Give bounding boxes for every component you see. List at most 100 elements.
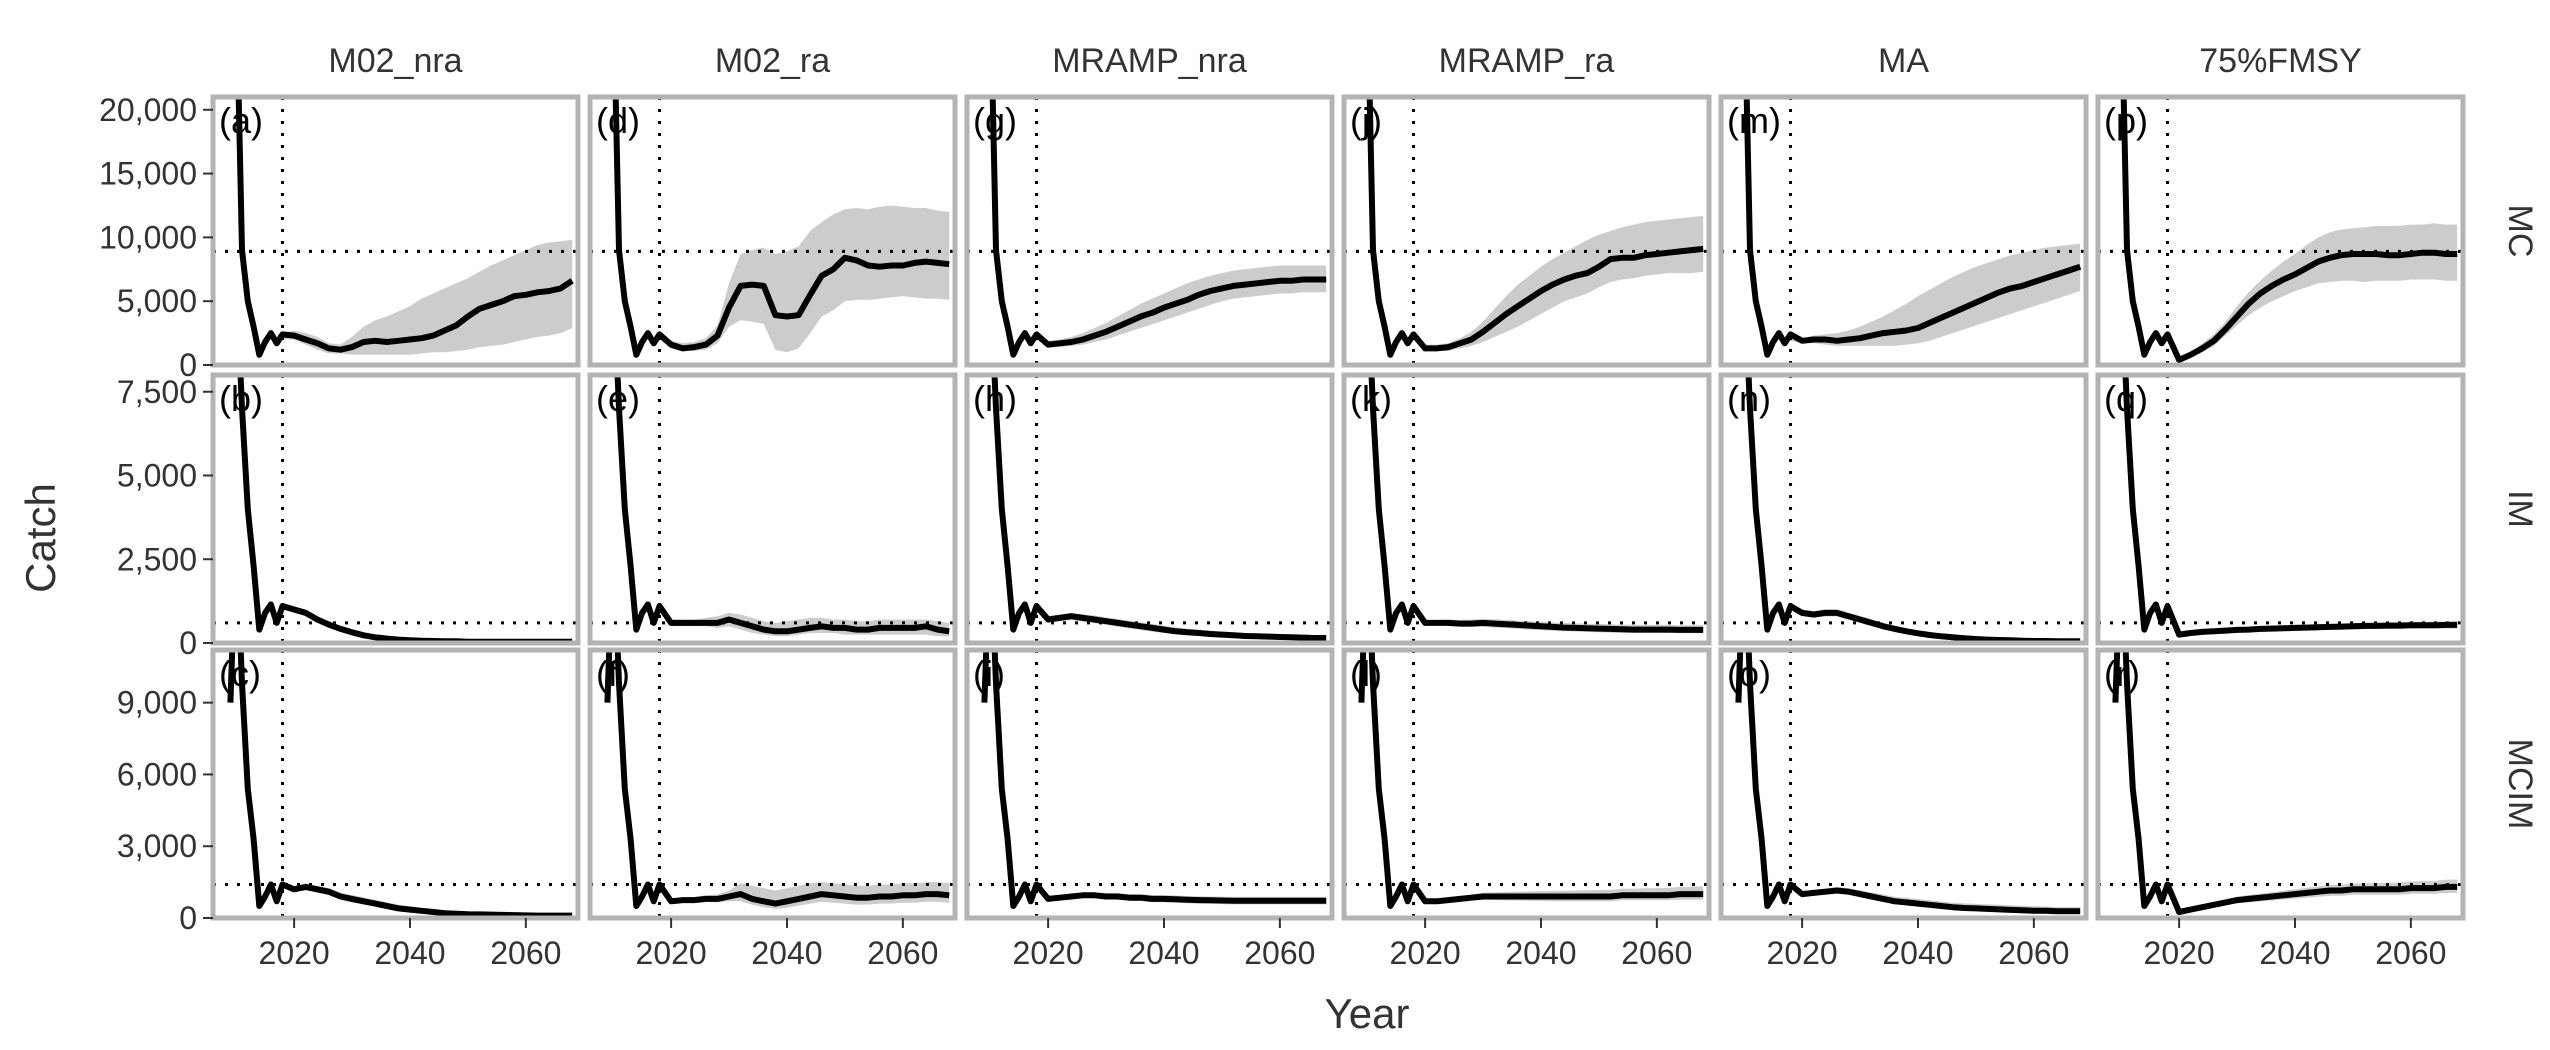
panel-background-e [590, 375, 955, 643]
y-tick-label-im-2: 5,000 [117, 458, 197, 494]
y-tick-label-im-1: 2,500 [117, 541, 197, 577]
median-line-p [2120, 97, 2458, 363]
panel-letter-c: (c) [219, 653, 261, 694]
panel-letter-g: (g) [973, 100, 1017, 141]
row-label-mc: MC [2501, 205, 2539, 258]
x-tick-label-3-2: 2060 [1621, 935, 1692, 971]
panel-letter-i: (i) [973, 653, 1005, 694]
panel-letter-d: (d) [596, 100, 640, 141]
row-label-im: IM [2501, 490, 2539, 528]
panel-letter-k: (k) [1350, 378, 1392, 419]
x-tick-label-4-0: 2020 [1767, 935, 1838, 971]
x-tick-label-2-0: 2020 [1013, 935, 1084, 971]
panel-background-o [1721, 650, 2086, 918]
column-strip-labels: M02_nra M02_ra MRAMP_nra MRAMP_ra MA 75%FMSY [328, 42, 2361, 80]
median-line-g [989, 97, 1327, 358]
y-tick-label-im-3: 7,500 [117, 374, 197, 410]
panel-h: (h) [964, 372, 1335, 646]
y-tick-label-im-0: 0 [179, 625, 197, 661]
x-tick-label-4-2: 2060 [1998, 935, 2069, 971]
median-line-d [612, 97, 950, 358]
median-line-h [991, 375, 1327, 641]
panel-letter-q: (q) [2104, 378, 2148, 419]
panel-frame-p [2095, 94, 2466, 368]
x-tick-label-3-0: 2020 [1390, 935, 1461, 971]
x-tick-label-5-1: 2040 [2259, 935, 2330, 971]
panel-letter-e: (e) [596, 378, 640, 419]
median-line-i [981, 650, 1327, 909]
panel-frame-m [1718, 94, 2089, 368]
panel-letter-l: (l) [1350, 653, 1382, 694]
x-tick-label-0-2: 2060 [490, 935, 561, 971]
median-line-k [1368, 375, 1704, 633]
panel-q: (q) [2095, 372, 2466, 646]
panel-plot-area-o [1721, 650, 2086, 918]
x-tick-label-3-1: 2040 [1505, 935, 1576, 971]
panel-letter-r: (r) [2104, 653, 2140, 694]
median-line-c [227, 650, 573, 918]
panel-p: (p) [2095, 94, 2466, 368]
panel-letter-b: (b) [219, 378, 263, 419]
x-tick-label-1-1: 2040 [751, 935, 822, 971]
panel-background-n [1721, 375, 2086, 643]
panel-plot-area-r [2098, 650, 2463, 918]
y-tick-label-mcim-1: 3,000 [117, 828, 197, 864]
median-line-a [235, 97, 574, 358]
panel-frame-r [2095, 647, 2466, 921]
panel-frame-a [210, 94, 581, 368]
column-label-4: MA [1878, 42, 1929, 80]
panel-frame-j [1341, 94, 1712, 368]
panel-plot-area-l [1344, 650, 1709, 918]
panel-frame-c [210, 647, 581, 921]
panel-r: (r) [2095, 647, 2466, 921]
x-tick-label-0-1: 2040 [374, 935, 445, 971]
uncertainty-band-o [1790, 882, 2081, 914]
panel-frame-i [964, 647, 1335, 921]
x-tick-label-4-1: 2040 [1882, 935, 1953, 971]
column-label-0: M02_nra [328, 42, 462, 80]
y-tick-label-mc-4: 20,000 [99, 92, 197, 128]
panel-frame-q [2095, 372, 2466, 646]
panel-plot-area-n [1721, 375, 2086, 643]
panel-frame-n [1718, 372, 2089, 646]
panel-letter-f: (f) [596, 653, 630, 694]
panel-frame-l [1341, 647, 1712, 921]
panel-letter-o: (o) [1727, 653, 1771, 694]
panel-background-l [1344, 650, 1709, 918]
panel-plot-area-d [590, 97, 955, 365]
panel-plot-area-k [1344, 375, 1709, 643]
panel-background-q [2098, 375, 2463, 643]
panel-k: (k) [1341, 372, 1712, 646]
median-line-j [1366, 97, 1704, 358]
median-line-r [2112, 650, 2458, 915]
panel-letter-j: (j) [1350, 100, 1382, 141]
x-tick-label-1-0: 2020 [636, 935, 707, 971]
uncertainty-band-m [1790, 243, 2081, 346]
panel-c: (c) [210, 647, 581, 921]
panel-n: (n) [1718, 372, 2089, 646]
x-tick-label-5-2: 2060 [2375, 935, 2446, 971]
column-label-3: MRAMP_ra [1439, 42, 1615, 80]
panel-f: (f) [587, 647, 958, 921]
uncertainty-band-d [659, 205, 950, 353]
panel-j: (j) [1341, 94, 1712, 368]
panel-e: (e) [587, 372, 958, 646]
panel-frame-b [210, 372, 581, 646]
median-line-q [2122, 375, 2458, 638]
x-axes: 2020 2040 2060 2020 2040 2060 2020 2040 2060 2020… [259, 918, 2446, 971]
median-line-m [1743, 97, 2082, 358]
median-line-e [614, 375, 950, 635]
median-line-n [1745, 375, 2081, 643]
panel-grid: (a) (d) (g) (j) (m) (p) (b) (e) (h) (k) (n) (q) (c) (… [210, 94, 2466, 921]
panel-o: (o) [1718, 647, 2089, 921]
panel-plot-area-q [2098, 375, 2463, 643]
panel-background-i [967, 650, 1332, 918]
y-tick-label-mc-3: 15,000 [99, 156, 197, 192]
panel-plot-area-p [2098, 97, 2463, 365]
panel-i: (i) [964, 647, 1335, 921]
x-axis-title: Year [1325, 990, 1410, 1037]
y-tick-label-mcim-2: 6,000 [117, 756, 197, 792]
panel-frame-f [587, 647, 958, 921]
panel-frame-o [1718, 647, 2089, 921]
